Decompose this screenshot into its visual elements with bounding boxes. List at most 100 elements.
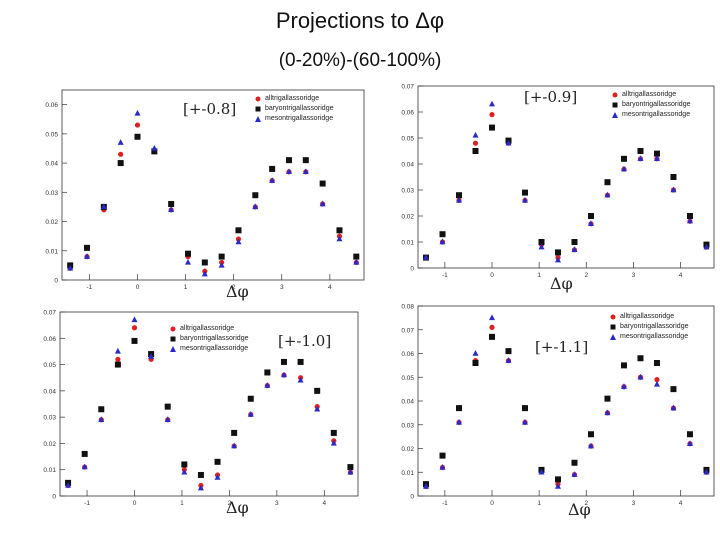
y-tick-label: 0.02 xyxy=(45,219,58,226)
legend-label: baryontrigallassoridge xyxy=(180,335,249,342)
range-label: [+-0.8] xyxy=(183,100,237,118)
x-tick-label: 3 xyxy=(280,284,284,291)
x-tick-label: 4 xyxy=(679,500,683,507)
x-axis-label: Δφ xyxy=(226,498,249,517)
data-point-meson xyxy=(489,100,495,107)
legend-label: mesontrigallassoridge xyxy=(620,333,689,340)
data-point-meson xyxy=(319,200,326,207)
legend-item: alltrigallassoridge xyxy=(170,324,248,334)
data-point-meson xyxy=(703,243,710,250)
data-point-meson xyxy=(472,350,479,356)
data-point-meson xyxy=(148,353,155,359)
data-point-meson xyxy=(302,168,309,175)
triangle-marker-icon xyxy=(610,334,616,340)
x-axis-label: Δφ xyxy=(568,500,591,519)
data-point-baryon xyxy=(151,148,158,155)
data-point-meson xyxy=(114,347,121,354)
legend: alltrigallassoridge baryontrigallassorid… xyxy=(610,312,688,342)
data-point-alltrig xyxy=(472,140,479,146)
circle-marker-icon xyxy=(610,314,616,320)
data-point-meson xyxy=(100,203,107,210)
data-point-meson xyxy=(151,144,158,151)
data-point-meson xyxy=(521,418,528,425)
legend-item: baryontrigallassoridge xyxy=(170,334,248,344)
data-point-baryon xyxy=(505,348,512,355)
y-tick-label: 0.01 xyxy=(401,240,414,247)
y-tick-label: 0.08 xyxy=(401,304,414,311)
y-tick-label: 0.05 xyxy=(401,375,414,382)
y-tick-label: 0.02 xyxy=(401,214,414,221)
data-point-meson xyxy=(84,253,91,259)
data-point-alltrig xyxy=(131,325,138,331)
legend-label: alltrigallassoridge xyxy=(620,313,675,320)
data-point-meson xyxy=(231,442,238,449)
plot-frame xyxy=(417,85,715,269)
page-subtitle: (0-20%)-(60-100%) xyxy=(278,50,442,71)
range-label: [+-1.1] xyxy=(535,338,589,356)
data-point-meson xyxy=(197,484,204,491)
data-point-baryon xyxy=(247,395,254,402)
data-point-meson xyxy=(353,258,360,265)
square-marker-icon xyxy=(612,102,618,108)
data-point-baryon xyxy=(252,192,259,199)
data-point-meson xyxy=(164,416,171,422)
data-point-meson xyxy=(653,155,660,161)
y-tick-label: 0 xyxy=(410,494,414,501)
data-point-meson xyxy=(218,261,225,268)
x-tick-label: 2 xyxy=(584,272,588,279)
data-point-baryon xyxy=(302,157,309,164)
data-point-baryon xyxy=(571,459,578,466)
data-point-meson xyxy=(67,264,74,271)
data-point-meson xyxy=(81,463,88,470)
range-label: [+-1.0] xyxy=(278,332,332,350)
data-point-meson xyxy=(505,139,512,146)
plot-frame xyxy=(61,89,365,281)
data-point-meson xyxy=(587,220,594,226)
data-point-baryon xyxy=(489,124,495,131)
data-point-baryon xyxy=(587,213,594,219)
x-tick-label: 3 xyxy=(632,272,636,279)
legend-item: alltrigallassoridge xyxy=(610,312,688,322)
legend: alltrigallassoridge baryontrigallassorid… xyxy=(170,324,248,354)
x-tick-label: 4 xyxy=(322,500,326,507)
data-point-meson xyxy=(538,243,545,250)
data-point-baryon xyxy=(472,148,479,154)
y-tick-label: 0.06 xyxy=(43,336,56,343)
data-point-meson xyxy=(554,483,561,489)
data-point-meson xyxy=(285,168,292,175)
data-point-meson xyxy=(117,139,124,145)
x-tick-label: -1 xyxy=(442,500,448,507)
data-point-baryon xyxy=(84,244,91,251)
chart-panel-3: 0 0.01 0.02 0.03 0.04 0.05 0.06 0.07 -1 0 1 2 3 4 [+-… xyxy=(0,308,372,540)
x-tick-label: 1 xyxy=(180,500,184,507)
y-tick-label: 0.05 xyxy=(43,362,56,369)
plot-frame xyxy=(417,305,715,497)
legend-label: mesontrigallassoridge xyxy=(265,115,334,122)
x-axis-label: Δφ xyxy=(550,274,573,293)
data-point-meson xyxy=(330,439,337,446)
data-point-meson xyxy=(134,109,141,116)
x-tick-label: 0 xyxy=(136,284,140,291)
data-point-meson xyxy=(637,373,644,380)
data-point-baryon xyxy=(181,461,188,468)
data-point-meson xyxy=(423,483,430,489)
data-point-baryon xyxy=(489,333,495,340)
legend-item: baryontrigallassoridge xyxy=(612,100,690,110)
data-point-meson xyxy=(604,191,611,198)
y-tick-label: 0.07 xyxy=(401,327,414,334)
data-point-baryon xyxy=(653,150,660,157)
data-point-baryon xyxy=(231,429,238,436)
data-point-meson xyxy=(620,165,627,172)
x-tick-label: -1 xyxy=(442,272,448,279)
data-point-meson xyxy=(489,314,495,321)
data-point-baryon xyxy=(670,386,677,393)
chart-panel-2: 0 0.01 0.02 0.03 0.04 0.05 0.06 0.07 -1 0 1 2 3 4 [+-… xyxy=(372,82,720,300)
data-point-meson xyxy=(98,416,105,422)
data-point-meson xyxy=(264,382,271,388)
data-point-meson xyxy=(423,254,430,260)
legend-item: mesontrigallassoridge xyxy=(255,114,333,124)
data-point-meson xyxy=(280,371,287,378)
y-tick-label: 0.04 xyxy=(43,388,56,395)
x-tick-label: -1 xyxy=(87,284,93,291)
data-point-baryon xyxy=(214,458,221,465)
